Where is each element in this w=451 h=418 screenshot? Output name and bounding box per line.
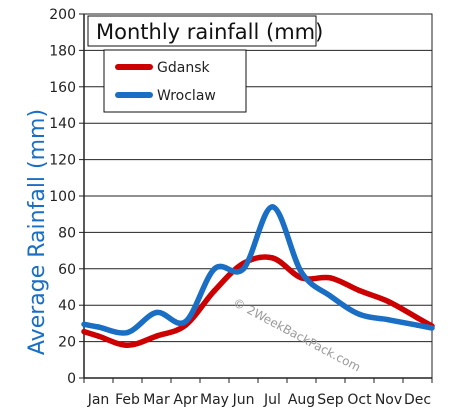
y-tick-label: 200 [49,7,76,23]
x-tick-label: Mar [143,392,170,408]
data-point-wroclaw [211,266,218,272]
y-tick-label: 180 [49,43,76,59]
y-tick-label: 40 [58,298,76,314]
data-point-wroclaw [153,309,160,316]
data-point-gdansk [269,255,276,261]
data-point-gdansk [124,342,131,348]
data-point-wroclaw [298,269,305,276]
y-tick-label: 0 [67,371,76,387]
y-tick-label: 20 [58,335,76,351]
y-tick-label: 80 [58,225,76,241]
data-point-wroclaw [240,266,247,272]
x-tick-label: Sep [317,392,344,408]
x-tick-label: Dec [404,392,431,408]
y-tick-label: 60 [58,262,76,278]
x-tick-label: Nov [375,392,402,408]
data-point-wroclaw [356,311,363,318]
data-point-wroclaw [182,318,189,325]
x-tick-label: Feb [115,392,140,408]
x-tick-label: Jun [232,392,255,408]
y-tick-label: 120 [49,153,76,169]
x-tick-label: May [200,392,229,408]
x-tick-label: Jan [87,392,110,408]
series-line-wroclaw [81,204,435,336]
chart-title: Monthly rainfall (mm) [96,20,323,44]
data-point-gdansk [414,315,421,321]
y-tick-label: 100 [49,189,76,205]
x-tick-label: Oct [347,392,372,408]
data-point-wroclaw [95,324,102,330]
data-point-gdansk [356,287,363,294]
data-point-wroclaw [124,329,131,336]
data-point-gdansk [95,333,102,339]
x-tick-label: Aug [288,392,315,408]
legend: Gdansk Wroclaw [103,49,247,113]
x-tick-label: Jul [263,392,281,408]
data-point-gdansk [327,275,334,281]
data-point-wroclaw [414,322,421,328]
data-point-wroclaw [269,204,276,210]
y-axis-label: Average Rainfall (mm) [25,109,50,355]
legend-label-gdansk: Gdansk [157,60,210,76]
data-point-wroclaw [385,317,392,323]
y-tick-label: 160 [49,80,76,96]
series-layer [81,204,435,348]
data-point-wroclaw [327,293,334,299]
x-tick-label: Apr [173,392,197,408]
data-point-gdansk [153,333,160,339]
y-tick-label: 140 [49,116,76,132]
title-box: Monthly rainfall (mm) [87,15,323,47]
data-point-gdansk [385,298,392,305]
legend-label-wroclaw: Wroclaw [157,88,216,104]
data-point-gdansk [211,287,218,294]
